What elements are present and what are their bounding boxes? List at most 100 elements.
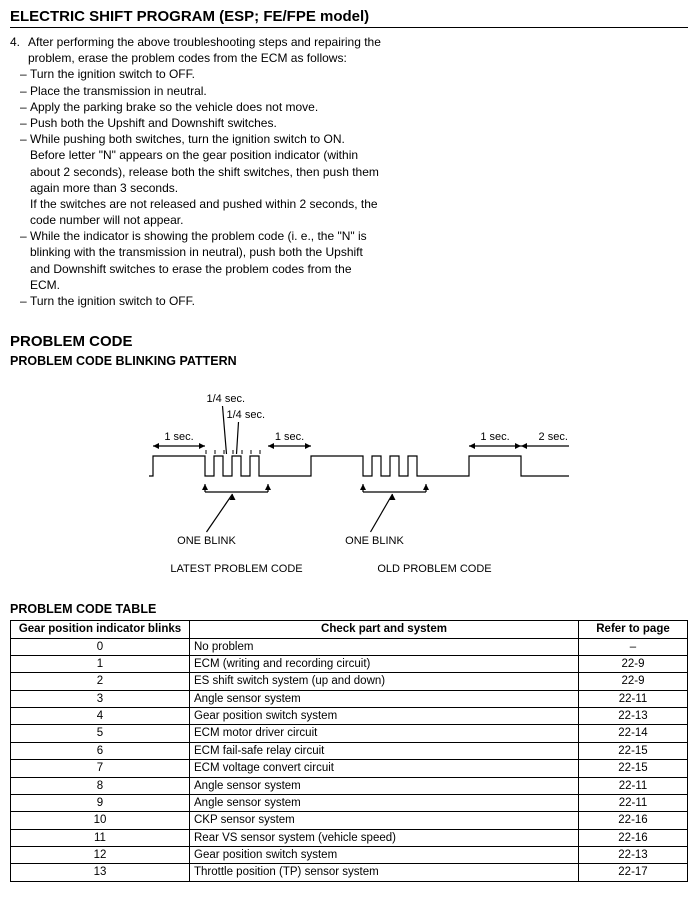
step-lead-1: After performing the above troubleshooti…: [28, 34, 688, 50]
col-header-0: Gear position indicator blinks: [11, 621, 190, 638]
bullet-6c: and Downshift switches to erase the prob…: [30, 261, 688, 277]
table-cell: 22-15: [579, 760, 688, 777]
table-row: 11Rear VS sensor system (vehicle speed)2…: [11, 829, 688, 846]
table-cell: CKP sensor system: [190, 812, 579, 829]
step-lead-2: problem, erase the problem codes from th…: [28, 50, 688, 66]
table-header-row: Gear position indicator blinks Check par…: [11, 621, 688, 638]
bullet-3-text: Apply the parking brake so the vehicle d…: [30, 100, 318, 114]
svg-text:ONE BLINK: ONE BLINK: [177, 535, 236, 547]
step-number: 4.: [10, 34, 28, 66]
table-title: PROBLEM CODE TABLE: [10, 602, 688, 616]
table-cell: 22-16: [579, 829, 688, 846]
section-heading: PROBLEM CODE: [10, 333, 688, 350]
table-cell: Gear position switch system: [190, 708, 579, 725]
svg-text:OLD PROBLEM CODE: OLD PROBLEM CODE: [377, 563, 491, 575]
table-cell: No problem: [190, 638, 579, 655]
bullet-5e: code number will not appear.: [30, 212, 688, 228]
table-cell: Angle sensor system: [190, 777, 579, 794]
bullet-5c: again more than 3 seconds.: [30, 180, 688, 196]
bullet-1-text: Turn the ignition switch to OFF.: [30, 67, 195, 81]
table-cell: Gear position switch system: [190, 847, 579, 864]
table-cell: Throttle position (TP) sensor system: [190, 864, 579, 881]
table-cell: 2: [11, 673, 190, 690]
bullet-7: –Turn the ignition switch to OFF.: [20, 293, 688, 309]
table-cell: 7: [11, 760, 190, 777]
step-4: 4. After performing the above troublesho…: [10, 34, 688, 66]
table-cell: Angle sensor system: [190, 690, 579, 707]
col-header-1: Check part and system: [190, 621, 579, 638]
table-row: 13Throttle position (TP) sensor system22…: [11, 864, 688, 881]
svg-text:1 sec.: 1 sec.: [164, 431, 193, 443]
table-row: 5ECM motor driver circuit22-14: [11, 725, 688, 742]
table-row: 6ECM fail-safe relay circuit22-15: [11, 742, 688, 759]
table-cell: Rear VS sensor system (vehicle speed): [190, 829, 579, 846]
table-cell: ECM fail-safe relay circuit: [190, 742, 579, 759]
table-cell: ECM (writing and recording circuit): [190, 655, 579, 672]
table-row: 1ECM (writing and recording circuit)22-9: [11, 655, 688, 672]
table-cell: 9: [11, 794, 190, 811]
table-cell: 12: [11, 847, 190, 864]
svg-text:1/4 sec.: 1/4 sec.: [227, 409, 266, 421]
svg-text:2 sec.: 2 sec.: [539, 431, 568, 443]
bullet-2-text: Place the transmission in neutral.: [30, 84, 207, 98]
timing-diagram: 1 sec. 1/4 sec. 1/4 sec. 1 sec. 1 sec. 2 sec.…: [10, 384, 688, 584]
table-cell: 22-9: [579, 655, 688, 672]
table-row: 0No problem–: [11, 638, 688, 655]
col-header-2: Refer to page: [579, 621, 688, 638]
table-cell: 6: [11, 742, 190, 759]
svg-text:1/4 sec.: 1/4 sec.: [207, 393, 246, 405]
table-cell: 22-13: [579, 847, 688, 864]
table-cell: 22-11: [579, 690, 688, 707]
table-cell: ECM motor driver circuit: [190, 725, 579, 742]
bullet-7-text: Turn the ignition switch to OFF.: [30, 294, 195, 308]
table-cell: 3: [11, 690, 190, 707]
table-row: 4Gear position switch system22-13: [11, 708, 688, 725]
table-row: 12Gear position switch system22-13: [11, 847, 688, 864]
table-cell: 1: [11, 655, 190, 672]
table-row: 7ECM voltage convert circuit22-15: [11, 760, 688, 777]
table-row: 9Angle sensor system22-11: [11, 794, 688, 811]
table-cell: ECM voltage convert circuit: [190, 760, 579, 777]
bullet-3: –Apply the parking brake so the vehicle …: [20, 99, 688, 115]
table-cell: 22-11: [579, 777, 688, 794]
bullet-6b: blinking with the transmission in neutra…: [30, 244, 688, 260]
bullet-4-text: Push both the Upshift and Downshift swit…: [30, 116, 277, 130]
table-cell: 22-9: [579, 673, 688, 690]
table-row: 10CKP sensor system22-16: [11, 812, 688, 829]
table-cell: 4: [11, 708, 190, 725]
svg-text:LATEST PROBLEM CODE: LATEST PROBLEM CODE: [170, 563, 302, 575]
table-row: 3Angle sensor system22-11: [11, 690, 688, 707]
bullet-1: –Turn the ignition switch to OFF.: [20, 66, 688, 82]
svg-text:1 sec.: 1 sec.: [275, 431, 304, 443]
table-cell: 5: [11, 725, 190, 742]
bullet-5b: about 2 seconds), release both the shift…: [30, 164, 688, 180]
problem-code-table: Gear position indicator blinks Check par…: [10, 620, 688, 882]
table-cell: Angle sensor system: [190, 794, 579, 811]
subsection-heading: PROBLEM CODE BLINKING PATTERN: [10, 354, 688, 368]
bullet-6: –While the indicator is showing the prob…: [20, 228, 688, 244]
bullet-5: –While pushing both switches, turn the i…: [20, 131, 688, 147]
svg-text:1 sec.: 1 sec.: [480, 431, 509, 443]
table-cell: 22-14: [579, 725, 688, 742]
table-cell: 13: [11, 864, 190, 881]
table-cell: 22-15: [579, 742, 688, 759]
table-cell: –: [579, 638, 688, 655]
table-cell: 22-16: [579, 812, 688, 829]
page-title: ELECTRIC SHIFT PROGRAM (ESP; FE/FPE mode…: [10, 8, 688, 28]
table-cell: ES shift switch system (up and down): [190, 673, 579, 690]
table-cell: 22-17: [579, 864, 688, 881]
bullet-2: –Place the transmission in neutral.: [20, 83, 688, 99]
table-cell: 22-13: [579, 708, 688, 725]
bullet-5a: Before letter "N" appears on the gear po…: [30, 147, 688, 163]
bullet-6a: While the indicator is showing the probl…: [30, 229, 367, 243]
table-row: 2ES shift switch system (up and down)22-…: [11, 673, 688, 690]
bullet-5d: If the switches are not released and pus…: [30, 196, 688, 212]
table-cell: 10: [11, 812, 190, 829]
svg-text:ONE BLINK: ONE BLINK: [345, 535, 404, 547]
bullet-6d: ECM.: [30, 277, 688, 293]
table-cell: 8: [11, 777, 190, 794]
table-cell: 11: [11, 829, 190, 846]
bullet-4: –Push both the Upshift and Downshift swi…: [20, 115, 688, 131]
table-row: 8Angle sensor system22-11: [11, 777, 688, 794]
table-cell: 22-11: [579, 794, 688, 811]
